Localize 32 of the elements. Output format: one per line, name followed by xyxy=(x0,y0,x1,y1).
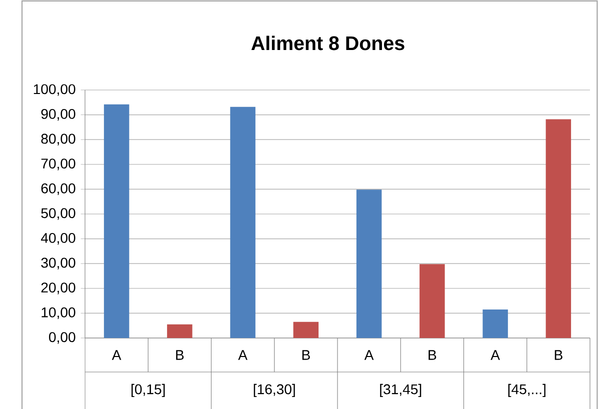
x-tick-label: [16,30] xyxy=(254,384,295,398)
bar xyxy=(420,264,445,338)
series-label: B xyxy=(176,350,184,360)
bar xyxy=(482,309,508,338)
y-tick-label: 60,00 xyxy=(41,183,76,196)
series-label: A xyxy=(112,350,122,360)
text: B xyxy=(428,350,436,360)
y-tick-label: 20,00 xyxy=(41,282,76,294)
y-tick-label: 50,00 xyxy=(41,208,76,220)
y-tick-label: 30,00 xyxy=(41,258,76,270)
text: B xyxy=(554,350,562,360)
text: B xyxy=(302,350,310,360)
y-tick-label: 100,00 xyxy=(34,84,76,96)
y-tick-label: 70,00 xyxy=(41,158,76,170)
text: A xyxy=(238,350,248,360)
x-tick-label: [0,15] xyxy=(132,384,165,398)
bar xyxy=(546,119,572,338)
x-tick-label: [31,45] xyxy=(380,384,422,398)
y-tick-label: 80,00 xyxy=(41,134,76,146)
text: A xyxy=(490,350,500,360)
y-tick-label: 40,00 xyxy=(40,232,76,245)
y-tick-label: 10,00 xyxy=(42,307,76,320)
chart-title: Aliment 8 Dones xyxy=(251,36,404,50)
bar xyxy=(356,190,382,338)
bar xyxy=(293,322,319,338)
bar xyxy=(230,106,256,338)
text: A xyxy=(364,350,374,360)
x-tick-label: [45,...] xyxy=(508,384,546,398)
bar xyxy=(104,104,130,338)
y-tick-label: 0,00 xyxy=(49,332,76,344)
y-tick-label: 90,00 xyxy=(41,108,76,121)
bar xyxy=(167,324,192,338)
